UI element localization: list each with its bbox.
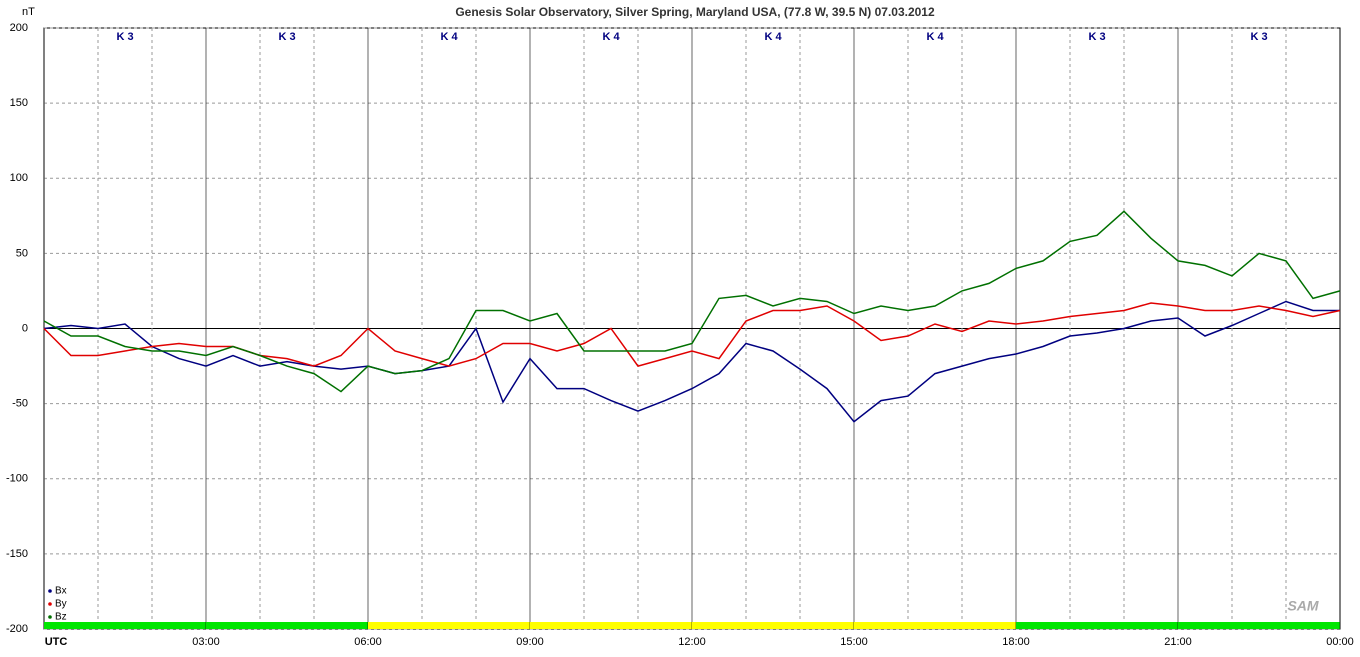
k-index-label: K 4	[764, 31, 782, 43]
y-tick-label: -150	[6, 548, 28, 560]
series-line	[43, 210, 1341, 393]
x-tick-label: 18:00	[1002, 636, 1030, 648]
status-bar	[692, 622, 854, 629]
k-index-label: K 4	[602, 31, 620, 43]
x-tick-label: 21:00	[1164, 636, 1192, 648]
y-tick-label: 50	[16, 247, 28, 259]
status-bar	[44, 622, 206, 629]
y-tick-label: 150	[10, 97, 28, 109]
plot	[43, 210, 1341, 423]
chart-title: Genesis Solar Observatory, Silver Spring…	[455, 5, 935, 19]
legend-label: Bx	[55, 586, 67, 597]
y-tick-label: 0	[22, 322, 28, 334]
status-bar	[1178, 622, 1340, 629]
k-index-label: K 3	[1250, 31, 1267, 43]
legend-label: Bz	[55, 612, 67, 623]
x-tick-label: 09:00	[516, 636, 544, 648]
series-line	[43, 300, 1340, 423]
status-bar	[854, 622, 1016, 629]
status-bar	[530, 622, 692, 629]
x-tick-label: 06:00	[354, 636, 382, 648]
x-tick-label: UTC	[45, 636, 68, 648]
x-tick-label: 12:00	[678, 636, 706, 648]
legend-marker	[48, 589, 52, 593]
k-index-label: K 3	[278, 31, 295, 43]
x-tick-label: 00:00	[1326, 636, 1354, 648]
legend-marker	[48, 615, 52, 619]
logo: SAM	[1287, 598, 1318, 614]
k-index-label: K 3	[116, 31, 133, 43]
y-axis-label: nT	[22, 6, 35, 18]
y-tick-label: -50	[12, 398, 28, 410]
status-bar	[206, 622, 368, 629]
grid	[43, 27, 1341, 630]
y-tick-label: 200	[10, 22, 28, 34]
status-bar	[368, 622, 530, 629]
x-tick-label: 03:00	[192, 636, 220, 648]
k-index-label: K 3	[1088, 31, 1105, 43]
status-bar	[1016, 622, 1178, 629]
y-tick-label: -200	[6, 623, 28, 635]
k-index-label: K 4	[440, 31, 458, 43]
y-tick-label: -100	[6, 473, 28, 485]
x-tick-label: 15:00	[840, 636, 868, 648]
y-tick-label: 100	[10, 172, 28, 184]
legend-marker	[48, 602, 52, 606]
legend-label: By	[55, 599, 67, 610]
k-index-label: K 4	[926, 31, 944, 43]
